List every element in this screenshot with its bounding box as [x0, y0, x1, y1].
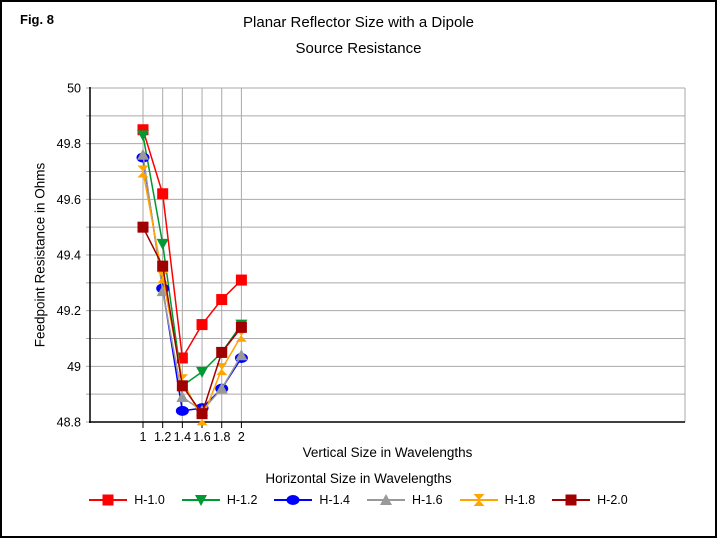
data-point-marker-H-1.6	[137, 148, 149, 160]
data-point-marker-H-2.0	[137, 221, 149, 233]
x-axis-title: Vertical Size in Wavelengths	[302, 445, 473, 460]
x-tick-label: 1.2	[154, 430, 171, 444]
legend-item-H-2.0: H-2.0	[552, 493, 628, 507]
figure-label: Fig. 8	[20, 12, 54, 27]
data-point-marker-H-1.6	[235, 349, 248, 361]
data-point-marker-H-1.2	[156, 238, 169, 250]
hourglass-marker-icon	[473, 494, 485, 506]
x-tick-label: 1.4	[174, 430, 191, 444]
data-point-marker-H-1.8	[216, 363, 228, 376]
x-tick-label: 2	[238, 430, 245, 444]
data-point-marker-H-1.0	[137, 124, 149, 136]
triangle-down-marker-icon	[194, 495, 207, 506]
series-line-H-1.0	[142, 129, 242, 361]
x-tick-label: 1.8	[213, 430, 230, 444]
legend-item-label: H-2.0	[597, 493, 628, 507]
data-point-marker-H-1.0	[235, 274, 247, 286]
y-tick-label: 49.8	[57, 137, 81, 151]
chart-title: Planar Reflector Size with a Dipole Sour…	[2, 10, 715, 62]
data-point-marker-H-1.0	[157, 188, 169, 200]
legend-item-H-1.2: H-1.2	[181, 493, 258, 507]
y-tick-label: 50	[67, 82, 81, 96]
legend-item-H-1.8: H-1.8	[459, 493, 536, 507]
chart-title-line1: Planar Reflector Size with a Dipole	[243, 14, 474, 31]
y-tick-label: 49.4	[57, 249, 81, 263]
triangle-up-marker-icon	[380, 494, 392, 505]
data-point-marker-H-1.2	[137, 130, 149, 142]
data-point-marker-H-1.0	[216, 294, 228, 306]
data-point-marker-H-2.0	[157, 260, 169, 272]
y-tick-label: 48.8	[57, 416, 81, 430]
legend-triangle-up-icon	[367, 494, 405, 505]
square-marker-icon	[102, 494, 114, 506]
data-point-marker-H-1.2	[196, 366, 209, 378]
square-marker-icon	[565, 494, 577, 506]
x-tick-label: 1	[140, 430, 147, 444]
x-tick-label: 1.6	[193, 430, 210, 444]
data-point-marker-H-1.8	[137, 165, 149, 178]
legend-square-icon	[89, 494, 128, 506]
y-tick-label: 49.2	[57, 304, 81, 318]
legend-item-H-1.0: H-1.0	[89, 493, 165, 507]
data-point-marker-H-1.6	[215, 382, 228, 394]
data-point-marker-H-1.8	[157, 271, 169, 284]
legend-item-label: H-1.2	[226, 493, 258, 507]
legend-item-label: H-1.0	[134, 493, 165, 507]
chart-title-line2: Source Resistance	[295, 40, 422, 57]
legend: H-1.0 H-1.2 H-1.4 H-1.6 H-1.8 H-2.0	[2, 493, 715, 507]
circle-marker-icon	[286, 495, 300, 505]
legend-item-label: H-1.6	[412, 493, 443, 507]
y-tick-label: 49.6	[57, 193, 81, 207]
legend-item-label: H-1.8	[504, 493, 536, 507]
data-point-marker-H-1.6	[176, 390, 189, 402]
data-point-marker-H-2.0	[196, 408, 208, 420]
legend-item-H-1.6: H-1.6	[367, 493, 443, 507]
data-point-marker-H-2.0	[216, 346, 228, 358]
data-point-marker-H-1.4	[175, 405, 189, 416]
legend-item-label: H-1.4	[319, 493, 350, 507]
data-point-marker-H-1.0	[196, 319, 208, 331]
y-tick-label: 49	[67, 360, 81, 374]
data-point-marker-H-1.0	[176, 352, 188, 364]
legend-triangle-down-icon	[181, 495, 220, 506]
legend-square-icon	[552, 494, 591, 506]
legend-title: Horizontal Size in Wavelengths	[265, 471, 452, 486]
legend-hourglass-icon	[459, 494, 498, 506]
legend-item-H-1.4: H-1.4	[274, 493, 350, 507]
data-point-marker-H-2.0	[176, 380, 188, 392]
legend-circle-icon	[274, 495, 313, 505]
data-point-marker-H-2.0	[235, 321, 247, 333]
